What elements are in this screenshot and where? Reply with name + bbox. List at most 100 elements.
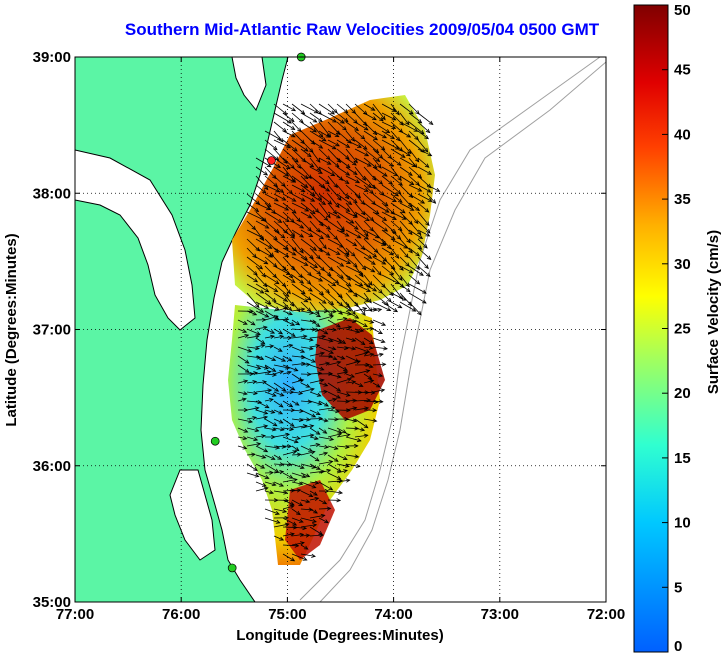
velocity-vector [381,148,392,159]
velocity-vector-head [306,417,311,422]
velocity-vector [264,490,274,494]
velocity-vector [390,184,401,195]
velocity-vector [354,238,365,250]
velocity-vector [363,337,374,344]
velocity-vector-head [390,265,396,270]
velocity-vector [309,211,324,227]
velocity-vector-head [287,370,292,375]
velocity-vector [309,436,319,440]
velocity-vector [264,373,277,376]
velocity-vector-head [345,433,351,438]
velocity-vector-head [279,482,285,487]
velocity-vector [264,508,280,515]
velocity-vector-head [332,309,337,314]
velocity-vector [345,211,358,218]
velocity-vector-head [260,464,266,469]
velocity-vector-head [380,339,386,343]
velocity-vector-head [344,232,350,237]
velocity-vector [318,346,334,354]
velocity-vector-head [424,264,429,270]
velocity-vector [300,247,314,259]
velocity-vector [336,427,347,434]
velocity-vector [417,202,429,213]
velocity-vector-head [296,164,302,169]
velocity-vector-head [335,142,340,147]
velocity-vector [255,238,272,249]
velocity-vector [255,487,268,492]
velocity-vector [372,130,387,139]
velocity-vector [381,229,396,240]
velocity-vector [372,265,382,276]
velocity-vector [291,292,308,303]
velocity-vector-head [296,452,302,457]
velocity-vector-head [364,232,369,237]
velocity-vector-head [323,418,329,423]
velocity-vector-head [277,218,283,223]
velocity-vector [318,407,335,411]
velocity-vector-head [259,289,265,294]
velocity-vector [399,193,413,208]
velocity-vector [327,301,343,315]
velocity-vector [300,238,317,251]
velocity-vector [282,489,295,492]
velocity-vector [264,130,282,141]
velocity-vector [381,238,392,250]
velocity-vector [345,274,363,287]
velocity-vector [309,265,321,275]
velocity-vector [327,103,338,114]
velocity-vector [300,256,318,268]
velocity-vector-head [415,181,420,186]
velocity-vector-head [272,372,277,377]
velocity-vector [264,364,276,372]
velocity-vector-head [269,490,275,495]
velocity-vector [327,247,340,255]
velocity-vector-head [399,121,404,126]
velocity-vector [381,175,393,185]
velocity-vector [291,319,300,326]
y-tick-label: 37:00 [33,322,71,339]
velocity-vector [372,229,387,246]
velocity-vector-head [361,311,366,316]
velocity-vector-head [315,228,321,233]
velocity-vector [408,175,420,186]
velocity-vector [291,454,301,456]
velocity-vector-head [315,411,321,416]
velocity-vector-head [277,347,283,352]
velocity-vector-head [295,321,301,326]
velocity-vector [363,121,377,135]
velocity-vector-head [291,251,297,256]
velocity-vector-head [352,406,358,411]
velocity-vector [246,463,258,471]
velocity-vector [246,265,258,276]
velocity-vector-head [290,532,295,537]
velocity-vector [264,301,280,311]
velocity-vector [381,283,394,296]
velocity-vector-head [244,333,250,339]
velocity-vector [255,416,268,420]
velocity-vector [390,193,403,203]
velocity-vector [336,283,353,293]
velocity-vector-head [414,219,419,225]
velocity-vector-head [381,362,387,367]
velocity-vector [255,157,272,168]
velocity-vector [300,337,313,341]
velocity-vector [345,157,357,166]
velocity-vector-head [322,244,327,250]
velocity-vector [309,157,321,172]
colorbar-label: Surface Velocity (cm/s) [705,230,722,394]
velocity-vector [417,220,431,234]
velocity-vector-head [356,234,362,239]
velocity-vector [309,364,324,371]
velocity-vector-head [242,328,248,333]
velocity-vector-head [300,197,306,202]
velocity-vector [399,265,414,274]
velocity-vector-head [425,221,430,227]
velocity-vector-head [329,436,335,442]
velocity-vector-head [315,327,320,332]
velocity-vector-head [281,387,287,392]
velocity-vector-head [336,387,342,392]
velocity-vector [345,328,360,333]
velocity-vector-head [312,128,317,133]
velocity-vector [282,148,299,163]
velocity-vector [300,211,312,219]
